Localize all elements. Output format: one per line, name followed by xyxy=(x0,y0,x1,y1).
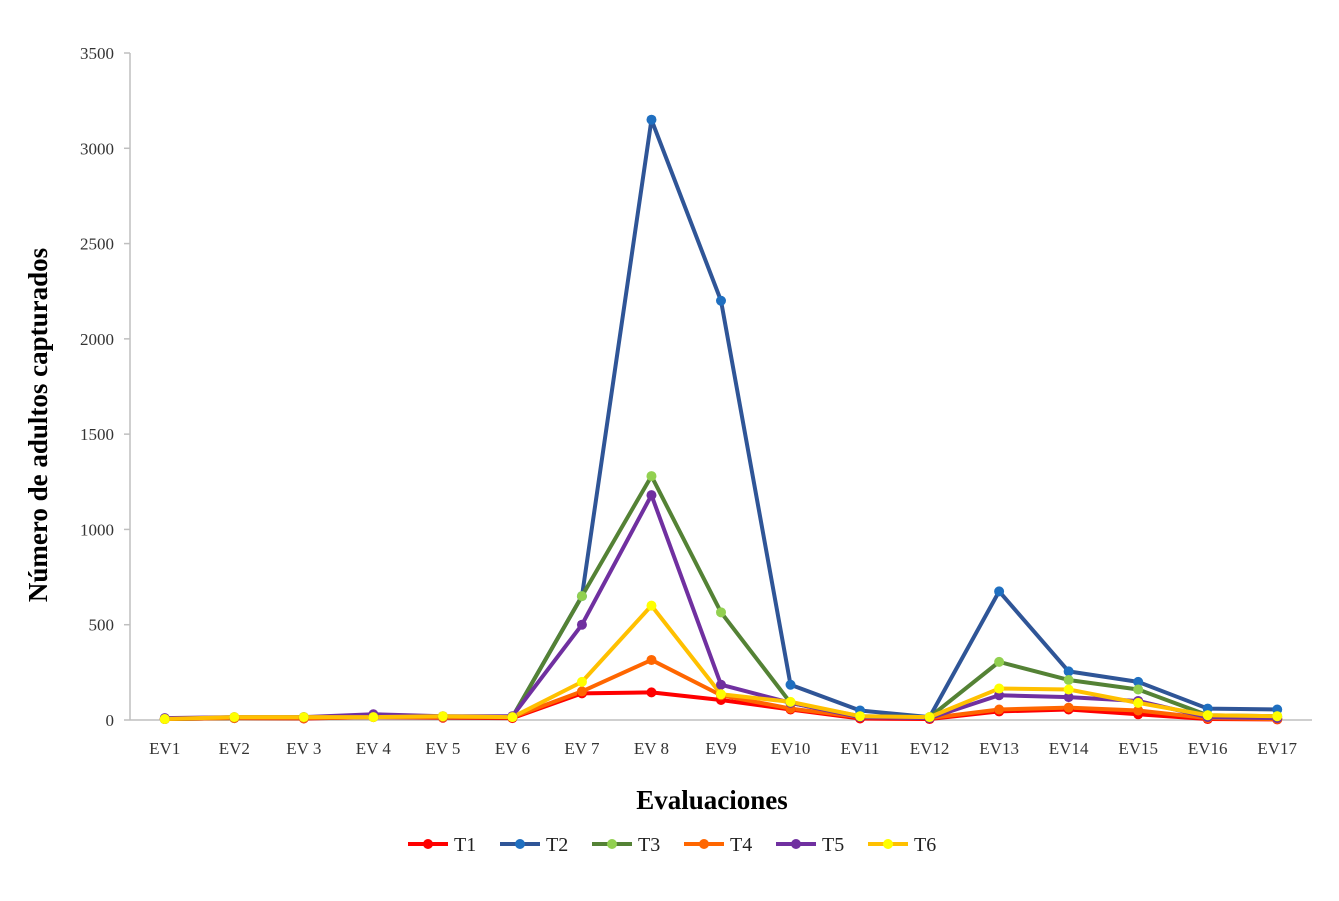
data-point-t6 xyxy=(298,712,309,723)
x-tick-label: EV9 xyxy=(705,739,736,758)
data-point-t4 xyxy=(576,686,587,697)
y-tick-label: 500 xyxy=(89,616,115,635)
data-point-t6 xyxy=(924,712,935,723)
y-tick-label: 2000 xyxy=(80,330,114,349)
data-point-t3 xyxy=(1133,684,1144,695)
y-tick-label: 1500 xyxy=(80,425,114,444)
legend-marker-t3 xyxy=(607,839,617,849)
legend-label-t1: T1 xyxy=(454,834,476,856)
legend: T1 T2 T3 T4 T5 T6 xyxy=(408,834,936,856)
x-tick-label: EV10 xyxy=(771,739,811,758)
data-point-t2 xyxy=(716,295,726,306)
data-point-t2 xyxy=(994,586,1005,597)
data-point-t5 xyxy=(1063,692,1074,703)
legend-label-t2: T2 xyxy=(546,834,568,856)
series-points xyxy=(159,114,1283,725)
data-point-t3 xyxy=(994,656,1005,667)
legend-label-t5: T5 xyxy=(822,834,844,856)
legend-label-t3: T3 xyxy=(638,834,660,856)
x-tick-label: EV1 xyxy=(149,739,180,758)
x-tick-label: EV 3 xyxy=(286,739,321,758)
data-point-t4 xyxy=(994,704,1005,715)
legend-marker-t5 xyxy=(791,839,801,849)
data-point-t6 xyxy=(368,712,379,723)
data-point-t2 xyxy=(785,679,796,690)
data-point-t2 xyxy=(1063,666,1074,677)
data-point-t3 xyxy=(716,607,726,618)
legend-marker-t2 xyxy=(515,839,525,849)
data-point-t1 xyxy=(646,687,657,698)
series-line-t2 xyxy=(162,117,1280,722)
x-tick-label: EV 7 xyxy=(564,739,600,758)
data-point-t2 xyxy=(1133,676,1144,687)
data-point-t4 xyxy=(646,654,657,665)
y-axis-title: Número de adultos capturados xyxy=(23,248,53,602)
y-tick-label: 0 xyxy=(106,711,115,730)
data-point-t5 xyxy=(576,619,587,630)
data-point-t6 xyxy=(646,600,657,611)
data-point-t2 xyxy=(646,114,657,125)
data-point-t6 xyxy=(855,711,866,722)
x-tick-label: EV13 xyxy=(979,739,1019,758)
data-point-t6 xyxy=(1202,710,1213,721)
x-tick-label: EV 8 xyxy=(634,739,669,758)
y-axis-tick-labels: 0 500 1000 1500 2000 2500 3000 3500 xyxy=(80,44,130,730)
data-point-t6 xyxy=(1272,711,1283,722)
x-tick-label: EV11 xyxy=(841,739,880,758)
data-point-t6 xyxy=(1133,697,1144,708)
x-tick-label: EV16 xyxy=(1188,739,1228,758)
x-axis-tick-labels: EV1 EV2 EV 3 EV 4 EV 5 EV 6 EV 7 EV 8 EV9 EV10 EV1… xyxy=(149,739,1297,758)
x-tick-label: EV14 xyxy=(1049,739,1089,758)
x-tick-label: EV 4 xyxy=(356,739,392,758)
legend-marker-t1 xyxy=(423,839,433,849)
x-tick-label: EV17 xyxy=(1257,739,1297,758)
data-point-t6 xyxy=(785,696,796,707)
y-tick-label: 1000 xyxy=(80,520,114,539)
data-point-t3 xyxy=(1063,674,1074,685)
x-tick-label: EV15 xyxy=(1118,739,1158,758)
data-point-t5 xyxy=(646,490,657,501)
x-tick-label: EV12 xyxy=(910,739,950,758)
data-point-t6 xyxy=(576,676,587,687)
x-tick-label: EV 5 xyxy=(425,739,460,758)
legend-marker-t4 xyxy=(699,839,709,849)
x-tick-label: EV2 xyxy=(219,739,250,758)
legend-marker-t6 xyxy=(883,839,893,849)
data-point-t3 xyxy=(646,471,657,482)
data-point-t6 xyxy=(994,683,1005,694)
data-point-t4 xyxy=(1063,702,1074,713)
data-point-t3 xyxy=(576,591,587,602)
data-point-t6 xyxy=(159,714,170,725)
legend-label-t4: T4 xyxy=(730,834,752,856)
y-tick-label: 3500 xyxy=(80,44,114,63)
data-point-t6 xyxy=(229,712,240,723)
x-axis-title: Evaluaciones xyxy=(636,785,788,815)
series-lines xyxy=(162,117,1280,722)
data-point-t6 xyxy=(1063,684,1074,695)
legend-label-t6: T6 xyxy=(914,834,936,856)
x-tick-label: EV 6 xyxy=(495,739,530,758)
data-point-t5 xyxy=(716,679,726,690)
y-tick-label: 2500 xyxy=(80,235,114,254)
data-point-t6 xyxy=(716,689,726,700)
data-point-t6 xyxy=(437,711,448,722)
y-tick-label: 3000 xyxy=(80,139,114,158)
data-point-t6 xyxy=(507,712,518,723)
data-point-t4 xyxy=(1133,705,1144,716)
